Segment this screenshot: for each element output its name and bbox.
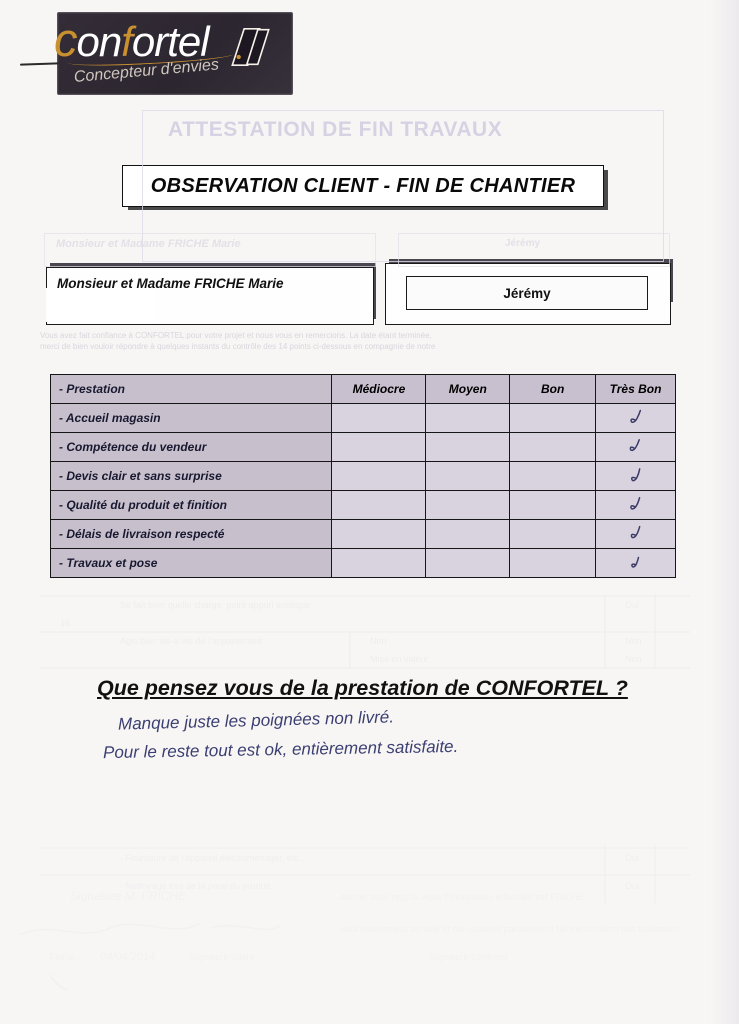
svg-text:Signature Confortel: Signature Confortel xyxy=(430,952,508,962)
svg-text:Signature M. FRICHE: Signature M. FRICHE xyxy=(70,889,187,903)
svg-text:sera entièrement terminé et me: sera entièrement terminé et me convient … xyxy=(340,924,681,934)
svg-text:Signature Client: Signature Client xyxy=(190,952,255,962)
svg-text:Non: Non xyxy=(370,636,387,646)
svg-text:Oui: Oui xyxy=(625,853,639,863)
svg-text:Mise en valeur: Mise en valeur xyxy=(370,654,429,664)
svg-text:16: 16 xyxy=(60,618,70,628)
svg-text:Fait le :: Fait le : xyxy=(50,952,80,962)
svg-text:Oui: Oui xyxy=(625,600,639,610)
svg-text:04/04/2014: 04/04/2014 xyxy=(100,951,155,963)
svg-text:Se fait bien quelle charge, po: Se fait bien quelle charge, point appuri… xyxy=(120,600,310,610)
svg-text:atteste avoir reçu la visite d: atteste avoir reçu la visite d'installat… xyxy=(340,892,584,902)
svg-text:- Fourniture de l'appareil éle: - Fourniture de l'appareil électroménage… xyxy=(120,853,306,863)
svg-text:Agis bien vis-a-vis-de l'appar: Agis bien vis-a-vis-de l'appartement xyxy=(120,636,263,646)
svg-text:Non: Non xyxy=(625,636,642,646)
svg-text:Non: Non xyxy=(625,654,642,664)
